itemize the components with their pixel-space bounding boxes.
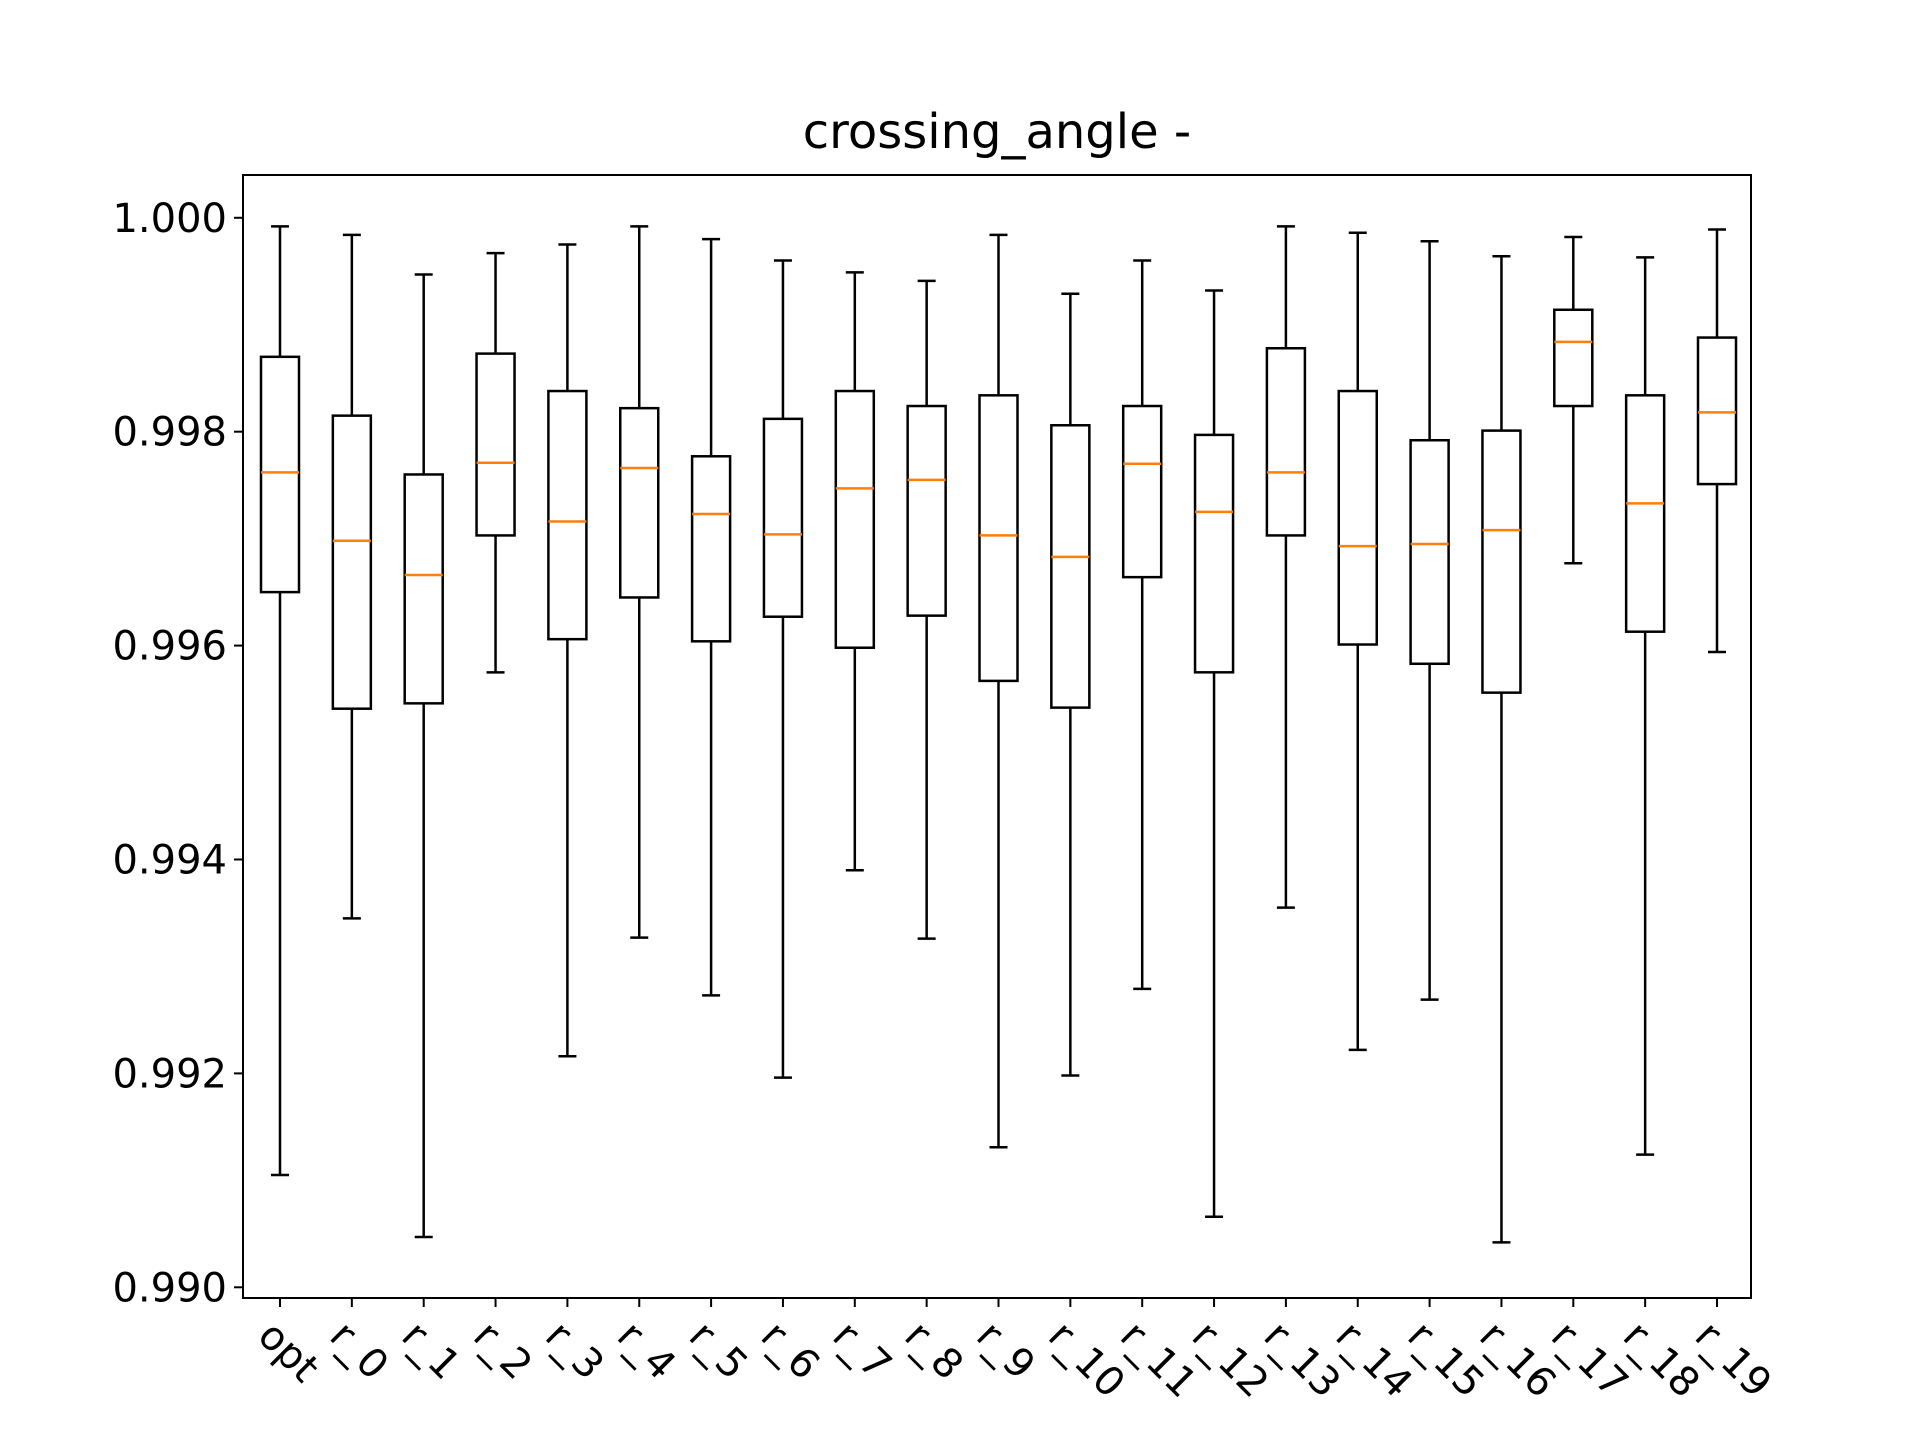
iqr-box bbox=[1481, 429, 1522, 694]
iqr-box bbox=[1193, 433, 1235, 674]
chart-title: crossing_angle - bbox=[803, 104, 1191, 160]
iqr-box bbox=[1121, 404, 1163, 579]
iqr-box bbox=[1050, 424, 1091, 709]
box-r_9 bbox=[978, 233, 1019, 1149]
box-r_11 bbox=[1121, 259, 1163, 991]
iqr-box bbox=[1409, 438, 1450, 666]
iqr-box bbox=[1696, 336, 1738, 486]
box-r_13 bbox=[1265, 225, 1307, 909]
iqr-box bbox=[331, 414, 373, 710]
box-r_4 bbox=[619, 225, 660, 939]
box-r_6 bbox=[762, 259, 804, 1079]
box-opt bbox=[259, 225, 301, 1177]
box-r_19 bbox=[1696, 228, 1738, 654]
y-tick-label: 0.992 bbox=[112, 1051, 227, 1097]
y-tick-label: 0.996 bbox=[112, 624, 227, 670]
iqr-box bbox=[475, 352, 516, 537]
iqr-box bbox=[1624, 394, 1666, 633]
box-r_10 bbox=[1050, 292, 1091, 1077]
iqr-box bbox=[547, 389, 588, 641]
iqr-box bbox=[1553, 308, 1594, 408]
box-r_2 bbox=[475, 251, 516, 674]
y-tick-label: 0.994 bbox=[112, 837, 227, 883]
box-r_0 bbox=[331, 233, 373, 920]
iqr-box bbox=[978, 394, 1019, 683]
box-r_8 bbox=[906, 279, 947, 940]
box-r_3 bbox=[547, 243, 588, 1058]
box-r_15 bbox=[1409, 240, 1450, 1001]
iqr-box bbox=[834, 389, 876, 649]
y-tick-label: 0.990 bbox=[112, 1265, 227, 1311]
iqr-box bbox=[403, 473, 444, 705]
box-r_14 bbox=[1337, 231, 1378, 1052]
y-axis: 0.990 0.992 0.994 0.996 0.998 1.000 bbox=[112, 196, 243, 1311]
iqr-box bbox=[259, 355, 301, 594]
iqr-box bbox=[619, 406, 660, 599]
box-r_12 bbox=[1193, 289, 1235, 1218]
box-r_7 bbox=[834, 271, 876, 872]
plot-frame bbox=[242, 174, 1752, 1299]
iqr-box bbox=[1265, 347, 1307, 537]
box-r_17 bbox=[1553, 235, 1594, 565]
box-r_16 bbox=[1481, 255, 1522, 1244]
box-r_1 bbox=[403, 273, 444, 1239]
y-tick-label: 0.998 bbox=[112, 410, 227, 456]
iqr-box bbox=[690, 455, 732, 643]
y-tick-label: 1.000 bbox=[112, 196, 227, 242]
box-r_5 bbox=[690, 237, 732, 997]
box-r_18 bbox=[1624, 256, 1666, 1156]
boxes-layer bbox=[259, 225, 1738, 1244]
iqr-box bbox=[762, 417, 804, 618]
iqr-box bbox=[1337, 389, 1378, 646]
iqr-box bbox=[906, 404, 947, 617]
